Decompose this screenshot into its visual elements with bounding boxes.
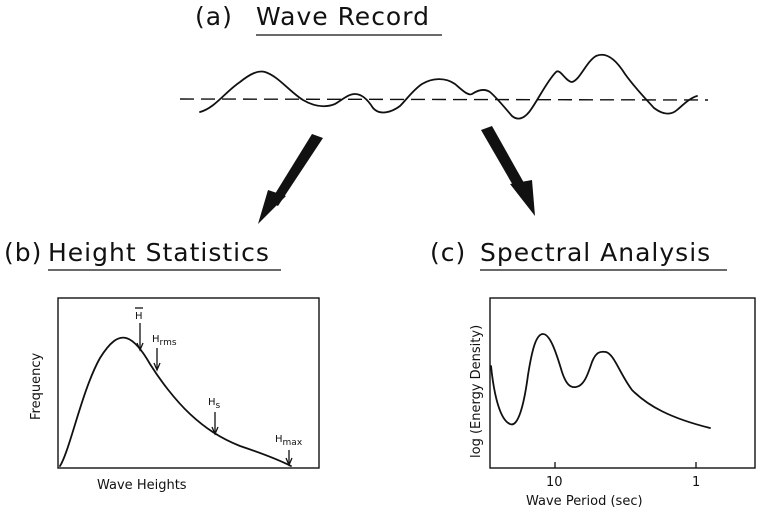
significant-height-label: Hs [208, 397, 221, 411]
frequency-axis-label: Frequency [29, 353, 44, 420]
mean-water-level-line [179, 98, 709, 101]
panel-spectral-analysis: (c) Spectral Analysis log (Energy Densit… [430, 238, 756, 509]
mean-arrowhead [136, 342, 144, 352]
tick-label-1: 1 [692, 475, 700, 490]
arrow-head-right [510, 180, 535, 216]
arrow-head-left [258, 190, 286, 224]
arrow-to-height-statistics [258, 134, 323, 224]
spectral-analysis-frame [489, 297, 756, 469]
panel-b-title: Height Statistics [48, 238, 270, 267]
mean-height-label: H [135, 311, 143, 322]
arrow-shaft-left [270, 134, 323, 206]
significant-arrowhead [211, 426, 219, 436]
max-arrowhead [285, 457, 293, 467]
wave-heights-axis-label: Wave Heights [97, 478, 187, 493]
height-statistics-frame [57, 297, 320, 469]
panel-c-title: Spectral Analysis [480, 238, 711, 267]
panel-a-title: Wave Record [256, 2, 430, 31]
panel-wave-record: (a) Wave Record [179, 2, 709, 120]
rms-height-label: Hrms [152, 334, 177, 348]
panel-a-letter: (a) [195, 2, 233, 31]
arrow-to-spectral-analysis [481, 126, 535, 216]
wave-period-axis-label: Wave Period (sec) [526, 494, 643, 509]
panel-b-letter: (b) [4, 238, 42, 267]
height-distribution-curve [59, 336, 292, 467]
energy-density-axis-label: log (Energy Density) [469, 325, 484, 458]
energy-spectrum-curve [490, 333, 711, 429]
tick-label-10: 10 [546, 475, 563, 490]
panel-height-statistics: (b) Height Statistics Frequency Wave Hei… [4, 238, 320, 493]
wave-record-curve [199, 53, 698, 120]
rms-arrowhead [153, 362, 161, 372]
max-height-label: Hmax [275, 434, 303, 448]
arrow-shaft-right [481, 126, 528, 194]
panel-c-letter: (c) [430, 238, 466, 267]
